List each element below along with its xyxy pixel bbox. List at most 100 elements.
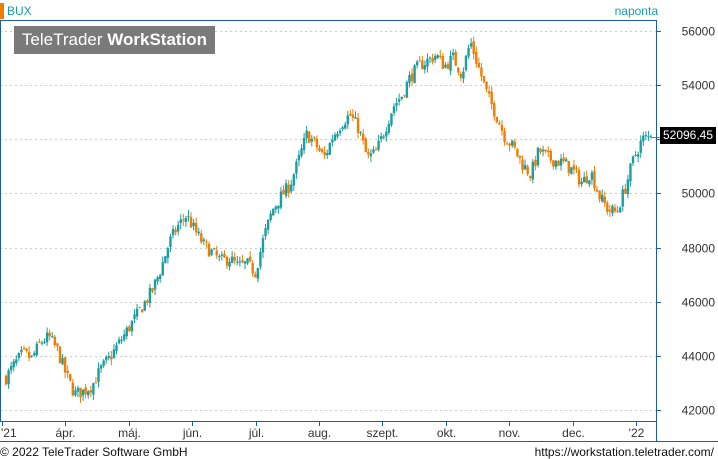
candle-body [433, 56, 437, 60]
candle-body [572, 165, 576, 170]
candle-body [218, 256, 221, 258]
candle-body [58, 346, 62, 363]
candle-body [356, 117, 360, 133]
candle-body [74, 390, 77, 396]
candle-body [582, 176, 586, 183]
symbol-color-marker [0, 3, 4, 19]
candle-body [536, 147, 540, 166]
candle-body [123, 334, 126, 340]
source-url[interactable]: https://workstation.teletrader.com/ [534, 445, 714, 459]
candle-body [135, 308, 139, 317]
candle-body [233, 256, 236, 261]
candle-body [629, 163, 632, 182]
candle-body [374, 149, 378, 151]
y-tick-label: 42000 [682, 404, 716, 418]
candle-body [575, 168, 578, 170]
candle-body [608, 209, 612, 212]
candle-body [112, 349, 116, 358]
candle-body [45, 332, 49, 343]
candle-body [246, 258, 249, 264]
candle-body [79, 387, 82, 398]
candle-body [202, 239, 206, 241]
candle-body [171, 229, 175, 236]
candle-body [264, 228, 267, 237]
candle-body [133, 314, 136, 319]
candle-body [415, 61, 419, 66]
candle-body [369, 153, 373, 157]
candle-body [305, 130, 308, 139]
candle-body [382, 136, 385, 138]
candle-body [146, 300, 149, 303]
candle-body [446, 64, 450, 69]
candle-body [53, 336, 57, 346]
candle-body [92, 383, 95, 395]
x-tick-label: ápr. [55, 426, 75, 440]
candle-body [292, 174, 296, 186]
candle-body [164, 256, 167, 264]
candle-body [284, 183, 288, 196]
y-axis: 4200044000460004800050000520005400056000 [656, 25, 715, 418]
candle-body [266, 219, 270, 230]
candle-body [182, 219, 185, 221]
candle-body [439, 55, 442, 57]
candle-body [308, 131, 311, 143]
candle-body [377, 140, 380, 150]
candle-body [338, 130, 342, 134]
candle-body [441, 56, 445, 69]
candle-body [302, 138, 306, 150]
candle-body [410, 73, 414, 82]
candle-body [102, 360, 105, 366]
candle-body [115, 345, 118, 352]
candle-body [431, 58, 434, 62]
candle-body [238, 261, 242, 263]
grid-lines [0, 31, 656, 411]
candle-body [387, 123, 391, 133]
candle-body [230, 256, 234, 263]
candle-body [418, 60, 421, 62]
candle-body [336, 133, 339, 137]
candle-body [187, 215, 190, 217]
candle-body [647, 136, 650, 138]
teletrader-logo: TeleTrader WorkStation [14, 26, 215, 54]
candle-body [421, 60, 424, 70]
x-tick-label: '21 [1, 426, 17, 440]
candle-body [158, 275, 162, 280]
candle-body [174, 229, 177, 233]
logo-text-bold: WorkStation [107, 30, 208, 49]
candle-body [408, 75, 411, 83]
candle-body [200, 233, 203, 243]
candle-body [331, 139, 334, 143]
candle-body [495, 116, 499, 122]
x-tick-label: aug. [308, 426, 331, 440]
copyright-text: © 2022 TeleTrader Software GmbH [0, 445, 188, 459]
candle-body [413, 65, 416, 84]
candle-body [344, 124, 347, 129]
candle-body [290, 184, 293, 192]
candle-body [480, 67, 483, 77]
candle-body [272, 208, 275, 216]
candle-body [567, 160, 570, 173]
candle-body [105, 357, 108, 361]
candle-body [300, 148, 303, 156]
candle-body [588, 180, 591, 185]
candle-body [48, 332, 51, 337]
candle-body [56, 343, 59, 347]
candle-body [84, 387, 87, 394]
candle-body [17, 353, 21, 358]
candle-body [570, 167, 573, 175]
candle-body [564, 159, 568, 162]
candle-body [184, 217, 188, 222]
candle-body [500, 124, 504, 131]
symbol-label[interactable]: BUX [7, 4, 32, 18]
candle-body [454, 51, 457, 66]
interval-label[interactable]: naponta [614, 4, 658, 18]
candle-body [192, 222, 195, 227]
candle-body [128, 326, 131, 331]
candle-body [562, 157, 565, 161]
candle-body [503, 130, 506, 142]
candle-body [444, 64, 447, 68]
candle-body [557, 160, 560, 166]
candle-body [20, 349, 23, 353]
candle-body [364, 138, 367, 153]
